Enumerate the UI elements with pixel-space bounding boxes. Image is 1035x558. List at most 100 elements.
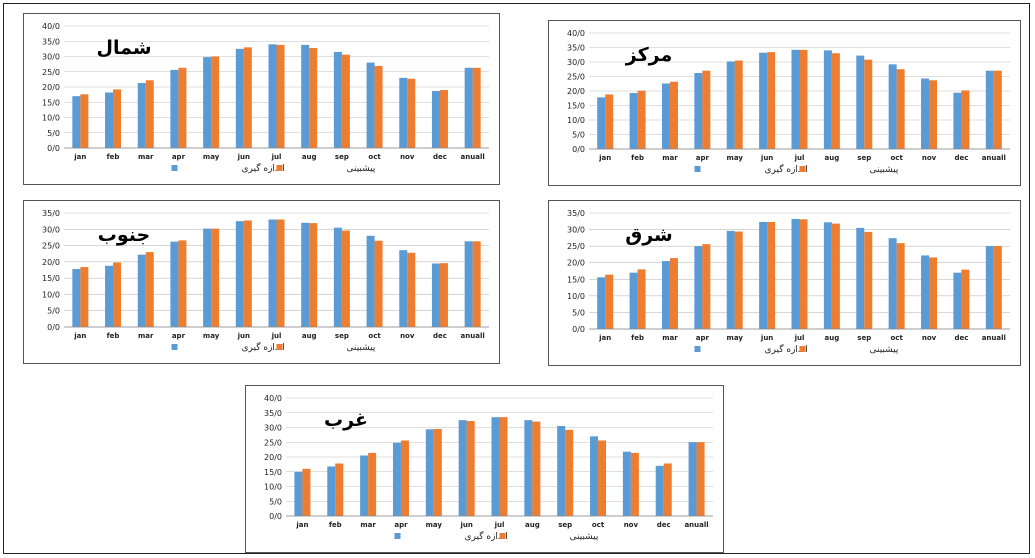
x-tick-label: jan	[73, 153, 86, 161]
y-tick-label: 30/0	[567, 58, 585, 67]
x-tick-label: sep	[857, 334, 871, 342]
bar-predicted	[598, 440, 607, 516]
bar-predicted	[335, 463, 344, 516]
bar-measured	[431, 90, 440, 148]
x-tick-label: feb	[107, 332, 120, 340]
x-tick-label: jun	[760, 334, 773, 342]
legend-label-predicted: پیشبینی	[870, 345, 899, 355]
x-tick-label: nov	[400, 153, 415, 161]
bar-measured	[856, 55, 865, 150]
x-tick-label: aug	[302, 153, 317, 161]
x-tick-label: sep	[335, 153, 349, 161]
bar-predicted	[439, 263, 448, 327]
x-tick-label: may	[203, 332, 220, 340]
x-tick-label: jan	[598, 334, 611, 342]
bar-predicted	[637, 90, 646, 149]
x-tick-label: jan	[598, 154, 611, 162]
bar-predicted	[767, 221, 776, 329]
bar-measured	[655, 465, 664, 516]
bar-predicted	[211, 56, 220, 148]
bar-measured	[694, 246, 703, 329]
bar-predicted	[929, 257, 938, 329]
x-tick-label: jul	[271, 332, 282, 340]
chart-title: مرکز	[625, 44, 672, 66]
legend-label-measured: اندازه گیری	[242, 341, 285, 353]
x-tick-label: jul	[794, 334, 805, 342]
x-tick-label: apr	[696, 154, 710, 162]
chart-title: شرق	[625, 224, 673, 246]
bar-measured	[985, 70, 994, 149]
x-tick-label: feb	[631, 154, 644, 162]
x-tick-label: sep	[857, 154, 871, 162]
x-tick-label: aug	[825, 334, 840, 342]
x-tick-label: oct	[890, 334, 903, 342]
legend-label-measured: اندازه گیری	[465, 530, 508, 542]
bar-predicted	[896, 69, 905, 149]
x-tick-label: oct	[368, 153, 381, 161]
legend-label-predicted: پیشبینی	[347, 343, 376, 353]
y-tick-label: 25/0	[567, 73, 585, 82]
bar-measured	[170, 241, 179, 327]
x-tick-label: mar	[138, 332, 154, 340]
y-tick-label: 0/0	[572, 325, 585, 334]
bar-predicted	[80, 267, 89, 327]
y-tick-label: 25/0	[264, 438, 282, 447]
x-tick-label: may	[426, 521, 443, 529]
chart-panel-west: 0/0 5/0 10/0 15/0 20/0 25/0 30/0 35/0 40/0 jan feb…	[245, 385, 724, 553]
bar-measured	[688, 442, 697, 516]
y-tick-label: 15/0	[567, 102, 585, 111]
y-tick-label: 20/0	[42, 83, 60, 92]
bar-predicted	[309, 223, 318, 327]
bar-predicted	[734, 231, 743, 329]
x-tick-label: jun	[237, 332, 250, 340]
bar-predicted	[368, 452, 377, 516]
chart-svg: 0/0 5/0 10/0 15/0 20/0 25/0 30/0 35/0 40/0 jan feb…	[567, 29, 1010, 175]
bar-measured	[661, 261, 670, 329]
bar-predicted	[276, 44, 285, 148]
bar-measured	[72, 269, 81, 327]
y-tick-label: 5/0	[269, 497, 282, 506]
x-tick-label: nov	[400, 332, 415, 340]
y-tick-label: 25/0	[42, 242, 60, 251]
x-tick-label: apr	[172, 153, 186, 161]
bar-predicted	[309, 47, 318, 148]
bar-predicted	[637, 269, 646, 329]
bar-predicted	[211, 228, 220, 327]
bar-predicted	[663, 463, 672, 516]
x-tick-label: sep	[335, 332, 349, 340]
bar-measured	[360, 455, 369, 516]
bar-measured	[557, 426, 566, 516]
y-tick-label: 30/0	[42, 225, 60, 234]
y-tick-label: 0/0	[572, 145, 585, 154]
y-tick-label: 25/0	[567, 242, 585, 251]
bar-predicted	[472, 67, 481, 148]
bar-predicted	[407, 252, 416, 327]
y-tick-label: 35/0	[42, 37, 60, 46]
bar-measured	[137, 83, 146, 148]
bar-predicted	[400, 440, 409, 516]
y-tick-label: 30/0	[264, 424, 282, 433]
x-tick-label: mar	[662, 154, 678, 162]
bar-predicted	[669, 81, 678, 149]
x-tick-label: apr	[696, 334, 710, 342]
bar-measured	[629, 272, 638, 329]
y-tick-label: 20/0	[264, 453, 282, 462]
bar-predicted	[499, 417, 508, 516]
bar-measured	[366, 62, 375, 148]
x-tick-label: aug	[302, 332, 317, 340]
y-tick-label: 10/0	[42, 114, 60, 123]
bar-measured	[921, 78, 930, 149]
y-tick-label: 5/0	[47, 307, 60, 316]
bar-measured	[823, 222, 832, 329]
bar-measured	[823, 50, 832, 149]
legend-swatch-measured	[171, 344, 178, 350]
bar-predicted	[896, 243, 905, 329]
bar-measured	[694, 73, 703, 149]
bar-measured	[327, 466, 336, 516]
y-tick-label: 30/0	[42, 53, 60, 62]
y-tick-label: 35/0	[567, 44, 585, 53]
x-tick-label: jul	[494, 521, 505, 529]
x-tick-label: feb	[631, 334, 644, 342]
bar-predicted	[374, 65, 383, 148]
chart-svg: 0/0 5/0 10/0 15/0 20/0 25/0 30/0 35/0 40/0 jan feb…	[42, 22, 489, 174]
